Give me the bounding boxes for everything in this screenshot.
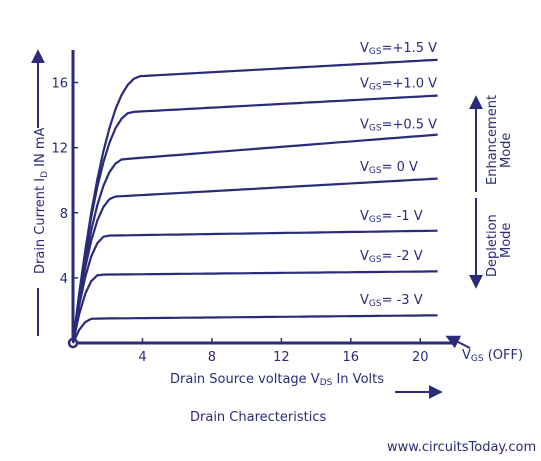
- drain-curve: [71, 133, 438, 344]
- series-label: VGS=+1.0 V: [360, 77, 437, 93]
- series-label: VGS=+0.5 V: [360, 118, 437, 134]
- drain-curve: [71, 58, 438, 344]
- y-tick-label: 12: [51, 142, 68, 157]
- series-label: VGS=+1.5 V: [360, 41, 437, 57]
- vgs-off-arrow: [445, 335, 471, 349]
- vgs-off-label: VGS (OFF): [462, 348, 523, 364]
- drain-curve: [71, 94, 438, 344]
- y-tick-label: 16: [51, 77, 68, 92]
- watermark: www.circuitsToday.com: [387, 440, 536, 455]
- x-tick-label: 4: [138, 350, 146, 365]
- drain-curve: [72, 314, 438, 344]
- x-tick-label: 8: [208, 350, 216, 365]
- drain-curve: [71, 270, 438, 344]
- chart-title: Drain Charecteristics: [190, 410, 326, 425]
- y-tick-label: 8: [60, 207, 68, 222]
- x-axis-label: Drain Source voltage VDS In Volts: [170, 372, 384, 388]
- series-label: VGS= -2 V: [360, 249, 423, 265]
- depletion-mode-label-2: Mode: [499, 223, 514, 258]
- drain-curve: [71, 177, 438, 344]
- y-axis-label: Drain Current ID IN mA: [33, 127, 50, 274]
- drain-curve: [71, 229, 438, 344]
- enhancement-mode-label: Enhancement: [485, 95, 500, 185]
- series-label: VGS= -3 V: [360, 293, 423, 309]
- series-label: VGS= -1 V: [360, 209, 423, 225]
- series-label: VGS= 0 V: [360, 160, 418, 176]
- depletion-mode-label: Depletion: [485, 214, 500, 277]
- enhancement-mode-label-2: Mode: [499, 133, 514, 168]
- x-tick-label: 12: [273, 350, 290, 365]
- y-tick-label: 4: [60, 272, 68, 287]
- x-tick-label: 20: [412, 350, 429, 365]
- x-tick-label: 16: [343, 350, 360, 365]
